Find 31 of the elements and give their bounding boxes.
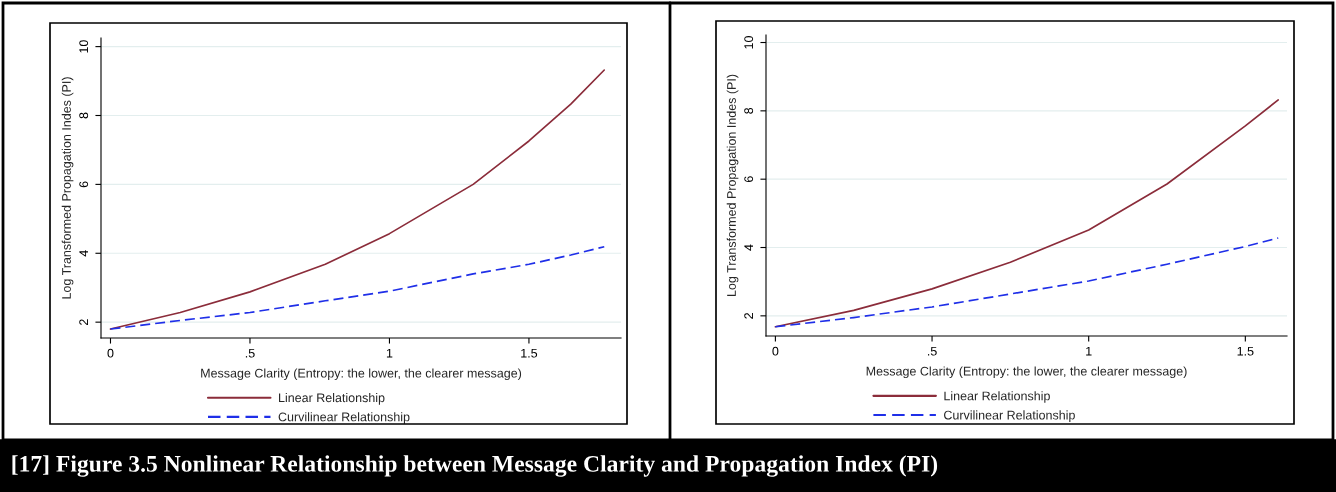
- y-tick-label: 10: [744, 36, 754, 49]
- x-tick-label: 0: [107, 348, 114, 358]
- y-tick-label: 6: [744, 176, 754, 183]
- x-tick-label: 1: [386, 348, 393, 358]
- x-tick-label: 0: [772, 346, 779, 356]
- y-axis-title: Log Transformed Propagation Indes (PI): [726, 74, 739, 296]
- y-tick-label: 2: [79, 319, 88, 325]
- x-tick-label: 1: [1086, 346, 1092, 356]
- x-tick-label: .5: [245, 348, 255, 358]
- y-tick-label: 8: [744, 107, 754, 114]
- y-tick-label: 4: [79, 250, 88, 257]
- y-tick-label: 8: [79, 112, 89, 119]
- y-axis-title: Log Transformed Propagation Indes (PI): [61, 77, 74, 299]
- y-tick-label: 4: [744, 244, 753, 251]
- y-tick-label: 10: [79, 40, 89, 53]
- x-axis-title: Message Clarity (Entropy: the lower, the clearer message): [201, 368, 522, 381]
- y-tick-label: 2: [744, 312, 753, 319]
- text: [17] Figure 3.5 Nonlinear Relationship between Message Clarity and Propagation Index (PI): [12, 455, 938, 477]
- y-tick-label: 6: [79, 181, 89, 188]
- legend-label: Linear Relationship: [279, 393, 385, 405]
- line-series: [109, 245, 606, 330]
- line-series: [774, 99, 1280, 328]
- line-series: [774, 237, 1280, 328]
- legend-label: Linear Relationship: [944, 391, 1050, 403]
- x-tick-label: 1.5: [1237, 346, 1254, 356]
- x-tick-label: 1.5: [521, 348, 538, 358]
- legend-label: Curvilinear Relationship: [278, 412, 410, 424]
- x-tick-label: .5: [927, 346, 937, 356]
- line-series: [109, 69, 606, 330]
- legend-label: Curvilinear Relationship: [944, 410, 1075, 422]
- x-axis-title: Message Clarity (Entropy: the lower, the clearer message): [866, 366, 1187, 379]
